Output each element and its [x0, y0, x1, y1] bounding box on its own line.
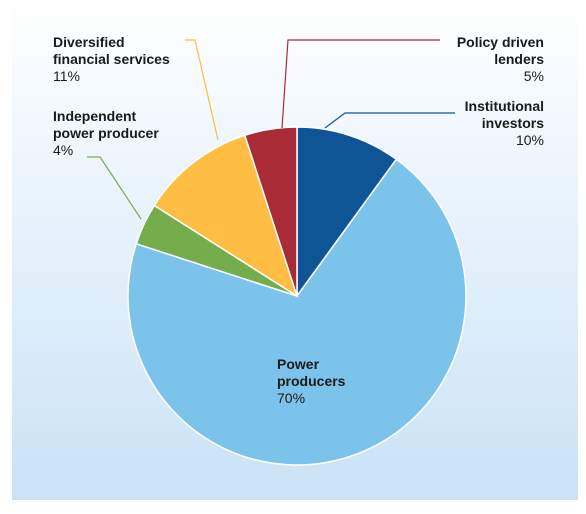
slice-percent: 11%	[53, 68, 80, 84]
slice-name: Institutional investors	[464, 98, 544, 131]
slice-name: Independent power producer	[53, 108, 159, 141]
leader-diversified-line	[185, 39, 219, 141]
slice-label-power-producers: Power producers 70%	[277, 356, 345, 407]
leader-independent-line	[87, 156, 142, 220]
slice-label-policy-driven-lenders: Policy driven lenders 5%	[457, 34, 544, 85]
slice-percent: 4%	[53, 142, 74, 158]
slice-label-independent-power-producer: Independent power producer 4%	[53, 108, 159, 159]
pie-slice-1	[127, 158, 467, 466]
pie-slice-0	[296, 126, 398, 299]
leader-policy-line	[281, 39, 440, 129]
slice-label-institutional-investors: Institutional investors 10%	[465, 98, 544, 149]
slice-name: Diversified financial services	[53, 34, 170, 67]
slice-percent: 5%	[523, 68, 544, 84]
leader-institutional-line	[324, 112, 455, 129]
slice-label-diversified-financial-services: Diversified financial services 11%	[53, 34, 170, 85]
slice-percent: 70%	[277, 390, 306, 406]
slice-name: Power producers	[277, 356, 346, 389]
slice-percent: 10%	[515, 132, 544, 148]
slice-name: Policy driven lenders	[456, 34, 544, 67]
pie-slice-3	[153, 134, 299, 298]
pie-slice-4	[243, 126, 298, 297]
